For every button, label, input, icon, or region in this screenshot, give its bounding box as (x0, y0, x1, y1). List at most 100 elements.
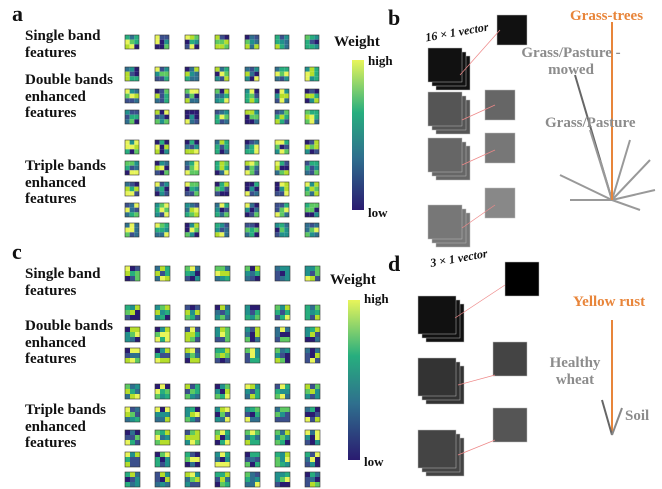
weight-cell (280, 327, 285, 332)
weight-cell (215, 110, 220, 115)
weight-cell (215, 412, 220, 417)
weight-cell (185, 276, 190, 281)
weight-cell (279, 227, 285, 233)
weight-cell (254, 144, 259, 150)
weight-cell (245, 119, 250, 124)
weight-cell (254, 203, 259, 208)
weight-cell (194, 71, 199, 77)
weight-cell (305, 384, 310, 389)
weight-cell (220, 462, 225, 467)
weight-cell (155, 315, 160, 320)
weight-cell (250, 332, 255, 337)
weight-cell (225, 348, 230, 353)
weight-cell (220, 389, 225, 394)
weight-cell (284, 71, 289, 77)
weight-cell (310, 394, 315, 399)
weight-cell (310, 332, 315, 337)
weight-cell (135, 407, 140, 412)
weight-cell (160, 332, 165, 337)
weight-cell (245, 165, 250, 171)
weight-cell (164, 44, 169, 49)
weight-cell (309, 110, 315, 115)
weight-cell (225, 462, 230, 467)
weight-cell (125, 430, 130, 435)
weight-cell (125, 389, 130, 394)
weight-cell (275, 144, 280, 150)
tile-border (184, 265, 201, 282)
weight-cell (159, 110, 165, 115)
weight-cell (190, 305, 195, 310)
weight-cell (189, 203, 195, 208)
weight-cell (305, 149, 310, 154)
weight-cell (314, 207, 319, 213)
weight-cell (215, 71, 220, 77)
weight-cell (255, 266, 260, 271)
weight-cell (159, 93, 165, 99)
weight-cell (135, 472, 140, 477)
weight-cell (305, 35, 310, 40)
weight-cell (135, 440, 140, 445)
tile-border (214, 160, 230, 176)
weight-cell (185, 394, 190, 399)
weight-cell (315, 435, 320, 440)
weight-cell (255, 353, 260, 358)
weight-cell (275, 435, 280, 440)
weight-cell (129, 161, 135, 166)
weight-cell (255, 389, 260, 394)
weight-cell (245, 76, 250, 81)
weight-cell (310, 305, 315, 310)
weight-cell (185, 435, 190, 440)
weight-cell (275, 114, 280, 120)
weight-cell (310, 348, 315, 353)
tile-border (154, 139, 170, 155)
weight-cell (245, 266, 250, 271)
tile-border (244, 347, 261, 364)
tile-border (274, 265, 291, 282)
weight-cell (185, 358, 190, 363)
weight-cell (310, 462, 315, 467)
weight-cell (245, 472, 250, 477)
tile-border (304, 181, 320, 197)
weight-cell (280, 440, 285, 445)
tile-border (274, 429, 291, 446)
weight-cell (215, 140, 220, 145)
weight-cell (225, 276, 230, 281)
weight-cell (155, 212, 160, 217)
weight-cell (125, 223, 130, 228)
weight-cell (279, 93, 285, 99)
weight-cell (314, 119, 319, 124)
weight-cell (284, 93, 289, 99)
weight-cell (255, 276, 260, 281)
weight-cell (185, 348, 190, 353)
weight-cell (155, 186, 160, 192)
colorbar-high: high (364, 291, 389, 306)
weight-cell (255, 477, 260, 482)
weight-cell (195, 384, 200, 389)
weight-cell (130, 440, 135, 445)
tile-border (274, 88, 290, 104)
weight-cell (254, 114, 259, 120)
weight-cell (190, 310, 195, 315)
weight-cell (224, 165, 229, 171)
weight-cell (314, 161, 319, 166)
weight-cell (164, 39, 169, 45)
weight-cell (284, 170, 289, 175)
weight-cell (254, 98, 259, 103)
weight-cell (245, 412, 250, 417)
weight-cell (164, 93, 169, 99)
weight-cell (284, 191, 289, 196)
tile-border (184, 109, 200, 125)
row-label: Double bands enhanced features (25, 318, 113, 367)
weight-cell (305, 119, 310, 124)
weight-cell (245, 89, 250, 94)
weight-cell (315, 327, 320, 332)
weight-cell (245, 98, 250, 103)
weight-cell (245, 227, 250, 233)
weight-cell (195, 477, 200, 482)
tile-border (304, 406, 321, 423)
link-line (454, 284, 506, 319)
weight-cell (215, 119, 220, 124)
weight-cell (215, 462, 220, 467)
weight-cell (255, 384, 260, 389)
weight-cell (155, 170, 160, 175)
